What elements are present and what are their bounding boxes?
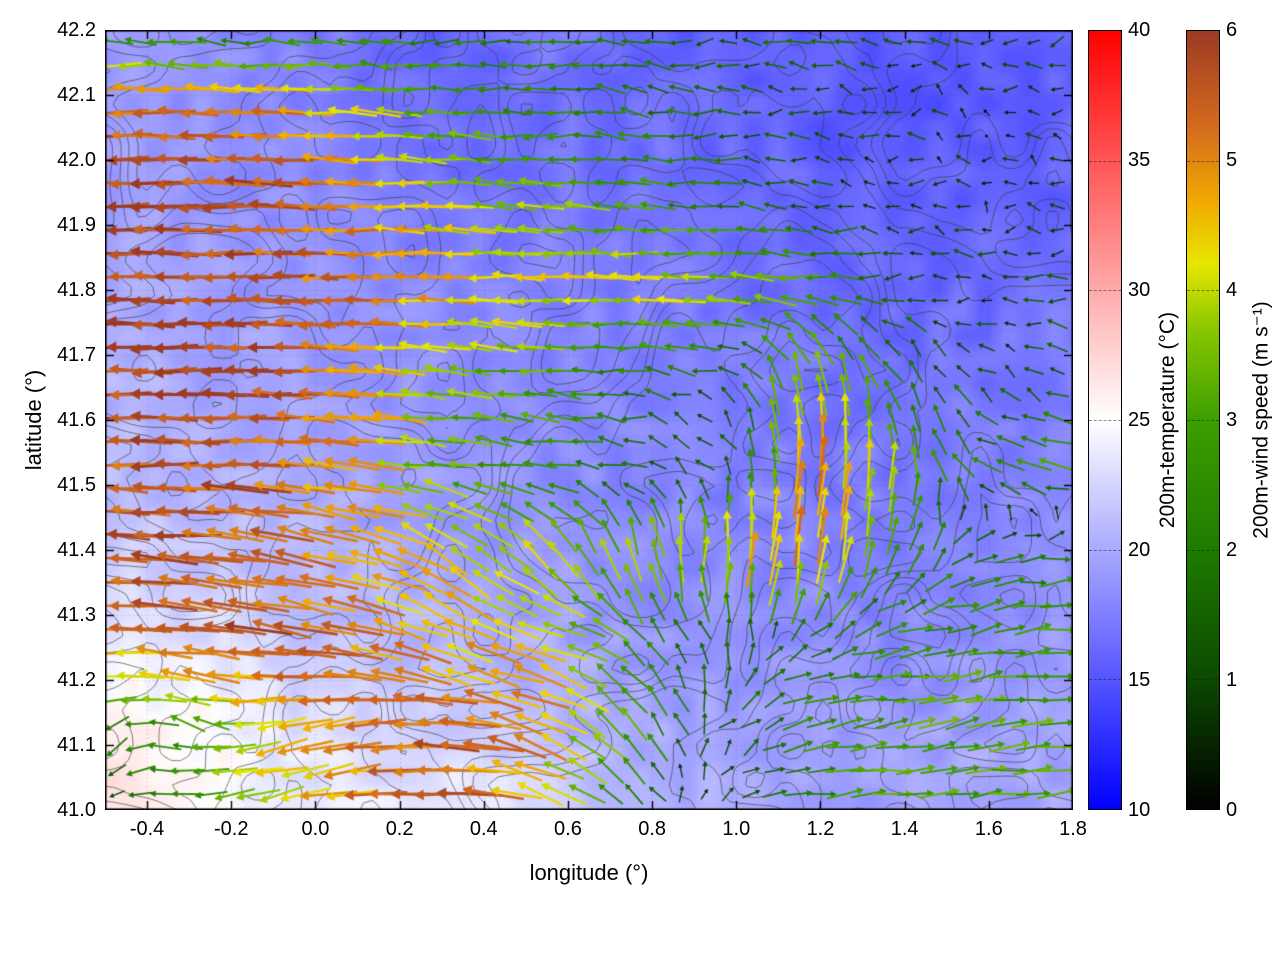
colorbar-tick-line <box>1187 549 1219 551</box>
colorbar-tick-label: 6 <box>1226 19 1238 41</box>
colorbar-tick-label: 0 <box>1226 799 1238 821</box>
colorbar-tick-label: 30 <box>1128 279 1151 301</box>
colorbar-tick-line <box>1187 420 1219 421</box>
colorbar-tick-line <box>1089 290 1121 292</box>
x-tick-label: 1.8 <box>1059 818 1087 840</box>
y-tick-label: 41.1 <box>57 734 96 756</box>
y-tick-label: 41.9 <box>57 214 96 236</box>
y-tick-label: 41.5 <box>57 474 96 496</box>
x-tick-label: 0.0 <box>301 818 330 840</box>
y-tick-label: 42.2 <box>57 19 96 41</box>
colorbar-tick-line <box>1089 160 1121 162</box>
x-tick-label: 1.2 <box>806 818 835 840</box>
map-plot-canvas <box>105 30 1073 810</box>
x-tick-label: 0.2 <box>385 818 414 840</box>
wind-speed-colorbar-title: 200m-wind speed (m s⁻¹) <box>1249 301 1273 539</box>
colorbar-tick-line <box>1089 549 1121 551</box>
y-tick-label: 41.2 <box>57 669 96 691</box>
temperature-colorbar <box>1088 30 1122 810</box>
x-tick-label: 1.6 <box>974 818 1003 840</box>
colorbar-tick-label: 3 <box>1226 409 1238 431</box>
y-tick-label: 41.8 <box>57 279 96 301</box>
y-tick-label: 41.0 <box>57 799 96 821</box>
x-tick-label: 1.4 <box>890 818 919 840</box>
colorbar-tick-label: 40 <box>1128 19 1151 41</box>
x-tick-label: 1.0 <box>722 818 751 840</box>
colorbar-tick-label: 20 <box>1128 539 1151 561</box>
colorbar-tick-label: 10 <box>1128 799 1151 821</box>
y-tick-label: 41.3 <box>57 604 96 626</box>
colorbar-tick-label: 15 <box>1128 669 1151 691</box>
colorbar-tick-line <box>1089 420 1121 421</box>
y-tick-label: 41.6 <box>57 409 96 431</box>
colorbar-tick-label: 4 <box>1226 279 1238 301</box>
x-tick-label: -0.4 <box>129 818 165 840</box>
colorbar-tick-label: 5 <box>1226 149 1238 171</box>
y-tick-label: 42.1 <box>57 84 96 106</box>
x-tick-label: -0.2 <box>214 818 249 840</box>
x-tick-label: 0.6 <box>554 818 582 840</box>
colorbar-tick-line <box>1187 290 1219 292</box>
x-tick-label: 0.8 <box>638 818 667 840</box>
colorbar-tick-line <box>1089 679 1121 681</box>
colorbar-tick-line <box>1187 679 1219 681</box>
wind-speed-colorbar <box>1186 30 1220 810</box>
colorbar-tick-label: 25 <box>1128 409 1151 431</box>
x-tick-label: 0.4 <box>469 818 498 840</box>
temperature-colorbar-title: 200m-temperature (°C) <box>1156 311 1179 529</box>
colorbar-tick-label: 1 <box>1226 669 1238 691</box>
y-tick-label: 42.0 <box>57 149 96 171</box>
colorbar-tick-label: 35 <box>1128 149 1151 171</box>
y-tick-label: 41.4 <box>57 539 96 561</box>
y-tick-label: 41.7 <box>57 344 96 366</box>
colorbar-tick-label: 2 <box>1226 539 1238 561</box>
colorbar-tick-line <box>1187 160 1219 162</box>
y-axis-title: latitude (°) <box>21 369 46 471</box>
x-axis-title: longitude (°) <box>529 860 649 885</box>
